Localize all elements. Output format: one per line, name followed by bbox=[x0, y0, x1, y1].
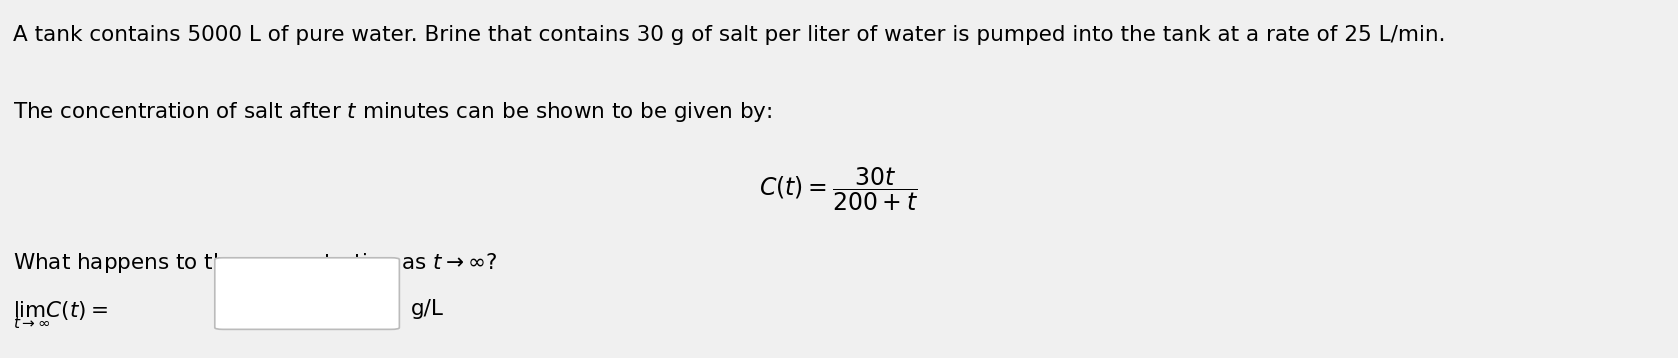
Text: The concentration of salt after $t$ minutes can be shown to be given by:: The concentration of salt after $t$ minu… bbox=[13, 100, 774, 124]
Text: What happens to the concentration as $t \rightarrow \infty$?: What happens to the concentration as $t … bbox=[13, 251, 498, 275]
Text: $\lim C(t) =$: $\lim C(t) =$ bbox=[13, 299, 109, 322]
Text: $C(t) = \dfrac{30t}{200 + t}$: $C(t) = \dfrac{30t}{200 + t}$ bbox=[760, 166, 918, 213]
Text: $t\rightarrow\infty$: $t\rightarrow\infty$ bbox=[13, 315, 50, 331]
Text: A tank contains 5000 L of pure water. Brine that contains 30 g of salt per liter: A tank contains 5000 L of pure water. Br… bbox=[13, 25, 1446, 45]
Text: g/L: g/L bbox=[411, 299, 445, 319]
